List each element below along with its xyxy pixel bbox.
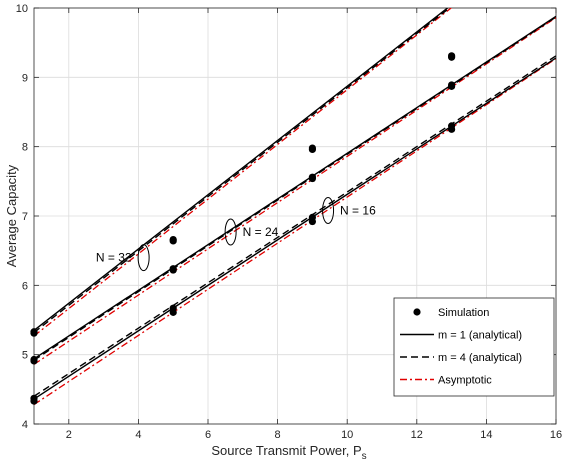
simulation-marker — [169, 237, 177, 245]
simulation-marker — [30, 329, 38, 337]
y-tick-label: 6 — [22, 280, 28, 292]
legend-label: m = 4 (analytical) — [438, 352, 522, 364]
asymptotic-line — [34, 58, 556, 406]
simulation-marker — [169, 266, 177, 274]
m1-analytical-line — [34, 15, 556, 360]
x-tick-label: 10 — [341, 429, 353, 441]
m1-analytical-line — [34, 57, 556, 400]
y-tick-label: 7 — [22, 211, 28, 223]
plot-lines — [34, 8, 556, 406]
simulation-marker — [30, 357, 38, 365]
legend-label: Simulation — [438, 307, 489, 319]
x-axis-title-main: Source Transmit Power, P — [211, 443, 361, 458]
x-tick-label: 14 — [480, 429, 492, 441]
x-tick-label: 4 — [135, 429, 141, 441]
simulation-marker — [308, 145, 316, 154]
y-axis-title: Average Capacity — [4, 164, 19, 267]
x-axis-title-subscript: s — [362, 451, 367, 462]
x-axis-title: Source Transmit Power, Ps — [211, 443, 366, 462]
legend-label: m = 1 (analytical) — [438, 330, 522, 342]
simulation-marker — [448, 125, 456, 133]
simulation-marker — [448, 82, 456, 90]
x-tick-label: 8 — [275, 429, 281, 441]
x-tick-label: 6 — [205, 429, 211, 441]
asymptotic-line — [34, 8, 453, 337]
simulation-marker — [30, 397, 38, 405]
m1-analytical-line — [34, 8, 449, 331]
y-tick-label: 5 — [22, 350, 28, 362]
m4-analytical-line — [34, 55, 556, 397]
legend-label: Asymptotic — [438, 375, 492, 387]
simulation-marker — [448, 53, 456, 61]
group-annotation-ellipse — [224, 218, 237, 246]
m4-analytical-line — [34, 8, 451, 334]
legend-marker-swatch — [413, 308, 421, 316]
group-annotation-label: N = 32 — [96, 251, 132, 265]
x-tick-label: 2 — [66, 429, 72, 441]
x-tick-label: 12 — [411, 429, 423, 441]
y-tick-label: 10 — [16, 3, 28, 15]
simulation-marker — [169, 308, 177, 316]
x-tick-label: 16 — [550, 429, 562, 441]
group-annotation-ellipse — [137, 244, 150, 272]
simulation-marker — [308, 174, 316, 183]
simulation-marker — [308, 217, 316, 226]
group-annotation-label: N = 16 — [340, 203, 376, 217]
y-tick-label: 8 — [22, 142, 28, 154]
y-tick-label: 9 — [22, 72, 28, 84]
y-tick-label: 4 — [22, 419, 28, 431]
group-annotation-label: N = 24 — [243, 225, 279, 239]
group-annotation-ellipse — [322, 196, 335, 224]
